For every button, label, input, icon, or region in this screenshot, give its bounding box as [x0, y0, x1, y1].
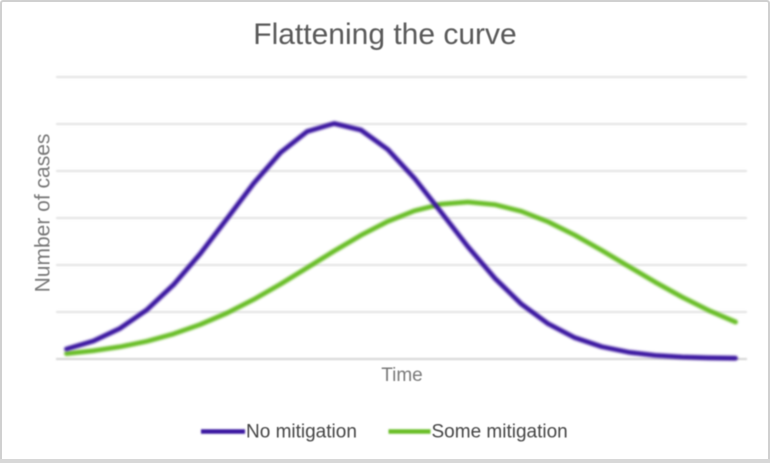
svg-text:Some mitigation: Some mitigation [432, 422, 568, 443]
svg-text:Time: Time [381, 365, 423, 386]
svg-text:Number of cases: Number of cases [32, 134, 55, 293]
svg-text:No mitigation: No mitigation [246, 422, 357, 443]
svg-text:Flattening the curve: Flattening the curve [253, 18, 516, 51]
